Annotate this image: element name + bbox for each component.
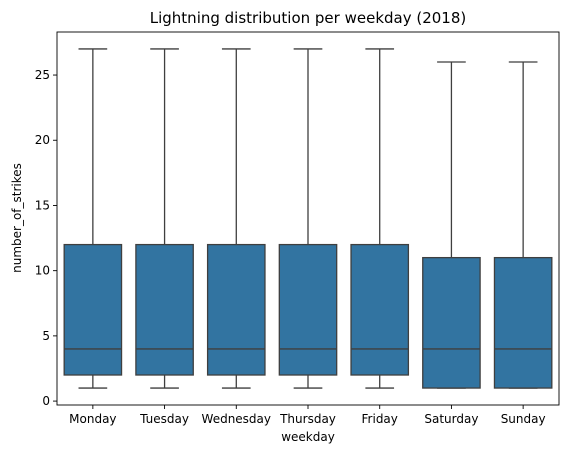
- x-axis: Monday Tuesday Wednesday Thursday Friday Satu…: [69, 405, 546, 426]
- box-monday: [63, 48, 123, 389]
- x-tick-label: Thursday: [279, 412, 336, 426]
- box-thursday: [278, 48, 338, 389]
- x-axis-label: weekday: [281, 430, 335, 444]
- y-tick-label: 15: [35, 198, 50, 212]
- y-axis-label: number_of_strikes: [10, 163, 24, 273]
- box-sunday: [493, 61, 553, 389]
- x-tick-label: Tuesday: [139, 412, 189, 426]
- box-saturday: [422, 61, 481, 389]
- box-tuesday: [135, 48, 194, 389]
- box-iqr: [278, 243, 338, 376]
- box-iqr: [63, 243, 123, 376]
- y-tick-label: 10: [35, 264, 50, 278]
- y-tick-label: 5: [42, 329, 50, 343]
- boxes-layer: [63, 48, 553, 389]
- x-tick-label: Saturday: [424, 412, 478, 426]
- box-iqr: [206, 243, 266, 376]
- x-tick-label: Sunday: [501, 412, 546, 426]
- box-iqr: [135, 243, 194, 376]
- y-tick-label: 0: [42, 394, 50, 408]
- box-wednesday: [206, 48, 266, 389]
- box-iqr: [422, 256, 481, 389]
- x-tick-label: Wednesday: [202, 412, 271, 426]
- box-iqr: [493, 256, 553, 389]
- x-tick-label: Monday: [69, 412, 116, 426]
- y-tick-label: 25: [35, 68, 50, 82]
- y-tick-label: 20: [35, 133, 50, 147]
- box-friday: [350, 48, 410, 389]
- x-tick-label: Friday: [362, 412, 398, 426]
- y-axis: 0 5 10 15 20 25: [35, 68, 57, 408]
- chart-title: Lightning distribution per weekday (2018…: [150, 9, 467, 27]
- box-iqr: [350, 243, 410, 376]
